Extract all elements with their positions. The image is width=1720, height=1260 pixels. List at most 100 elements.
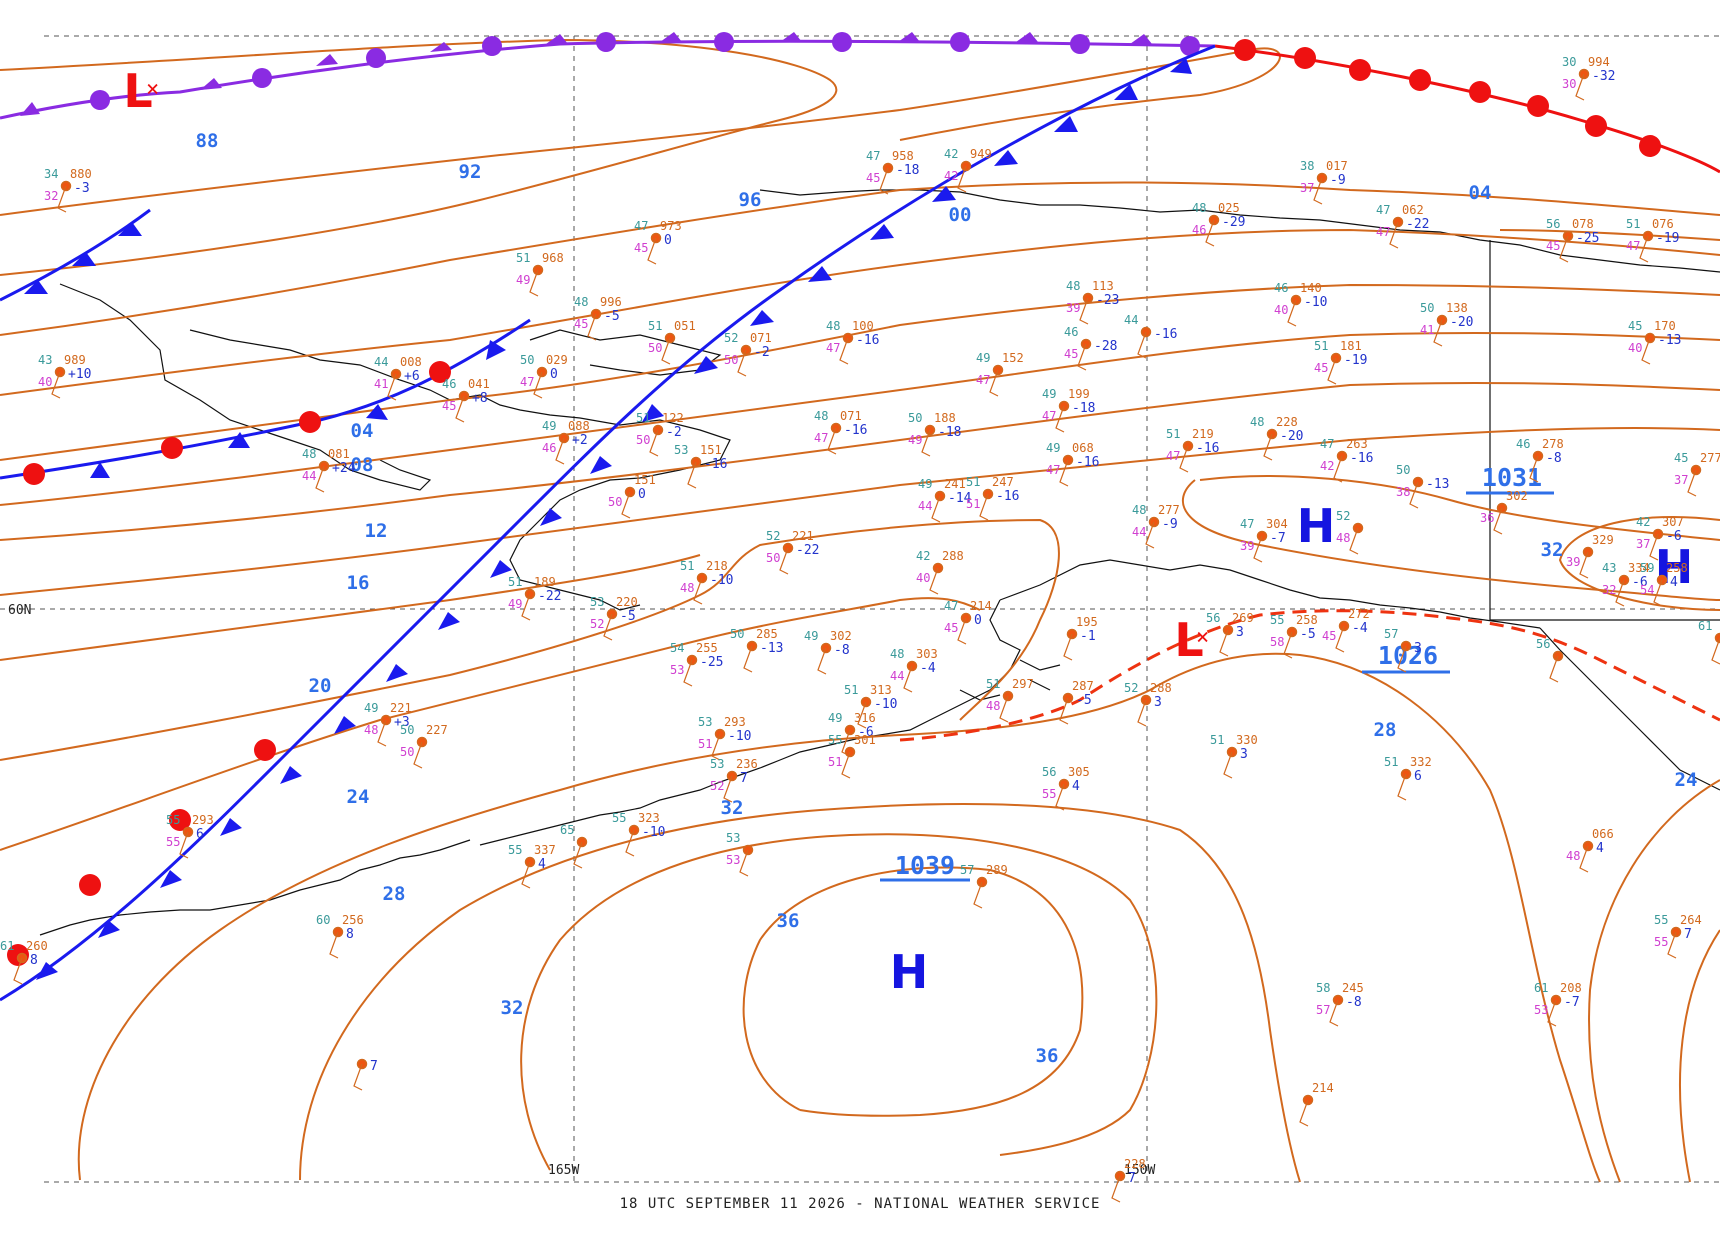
station-pressure: 989 — [64, 353, 86, 367]
station-plot: 51 189 49 -22 — [508, 575, 561, 621]
wind-barb — [957, 165, 967, 193]
station-dewpoint: 42 — [944, 169, 958, 183]
station-pressure-change: 7 — [1684, 927, 1692, 942]
station-pressure: 188 — [934, 411, 956, 425]
lon-label-165w: 165W — [548, 1163, 579, 1178]
station-temperature: 48 — [826, 319, 840, 333]
station-pressure: 263 — [1346, 437, 1368, 451]
station-pressure-change: -14 — [948, 491, 972, 506]
lat-label-60n: 60N — [8, 603, 31, 618]
station-pressure-change: 4 — [538, 857, 546, 872]
station-dewpoint: 45 — [1322, 629, 1336, 643]
station-plot: 47 958 45 -18 — [866, 149, 919, 195]
isobar-label: 20 — [309, 675, 332, 697]
station-pressure: 236 — [736, 757, 758, 771]
station-pressure: 025 — [1218, 201, 1240, 215]
station-temperature: 48 — [574, 295, 588, 309]
station-pressure-change: 7 — [1128, 1171, 1136, 1186]
station-dewpoint: 50 — [636, 433, 650, 447]
station-dewpoint: 41 — [374, 377, 388, 391]
station-plot: 52 48 — [1336, 509, 1364, 555]
station-plot: 50 227 50 — [400, 723, 448, 769]
station-pressure: 122 — [662, 411, 684, 425]
station-temperature: 59 — [1640, 561, 1654, 575]
station-pressure-change: 4 — [1072, 779, 1080, 794]
station-plot: 51 181 45 -19 — [1314, 339, 1367, 385]
station-temperature: 49 — [918, 477, 932, 491]
station-pressure: 258 — [1296, 613, 1318, 627]
station-pressure-change: -4 — [1352, 621, 1368, 636]
isobar-label: 28 — [1374, 719, 1397, 741]
station-temperature: 53 — [710, 757, 724, 771]
station-plot: 42 288 40 — [916, 549, 964, 595]
station-pressure-change: 0 — [550, 367, 558, 382]
wind-barb — [51, 371, 61, 399]
station-temperature: 48 — [1192, 201, 1206, 215]
wind-barb — [647, 237, 657, 265]
station-dewpoint: 47 — [1626, 239, 1640, 253]
isobar-label: 96 — [739, 189, 762, 211]
wind-barb — [1287, 299, 1297, 327]
station-pressure: 219 — [1192, 427, 1214, 441]
station-dewpoint: 45 — [574, 317, 588, 331]
wind-barb — [1145, 521, 1155, 549]
station-plot: 50 188 49 -18 — [908, 411, 961, 457]
station-pressure-change: -8 — [1346, 995, 1362, 1010]
station-pressure: 151 — [634, 473, 656, 487]
station-temperature: 50 — [1396, 463, 1410, 477]
wind-barb — [817, 647, 827, 675]
station-plot: 46 278-8 — [1516, 437, 1564, 483]
station-plot: 302 36 — [1480, 489, 1528, 535]
station-pressure: 081 — [328, 447, 350, 461]
station-temperature: 34 — [44, 167, 58, 181]
wind-barb — [973, 881, 983, 909]
station-pressure-change: -2 — [754, 345, 770, 360]
station-dewpoint: 47 — [1042, 409, 1056, 423]
wind-barb — [533, 371, 543, 399]
wind-barb — [1641, 337, 1651, 365]
wind-barb — [931, 495, 941, 523]
station-temperature: 47 — [634, 219, 648, 233]
station-pressure-change: +2 — [572, 433, 588, 448]
station-plot: 57 289 — [960, 863, 1008, 909]
wind-barb — [1579, 551, 1589, 579]
station-temperature: 50 — [1420, 301, 1434, 315]
lon-label-150w: 150W — [1124, 1163, 1155, 1178]
wind-barb — [711, 733, 721, 761]
wind-barb — [1111, 1175, 1121, 1203]
station-plot: 48 277 44 -9 — [1132, 503, 1180, 549]
station-plot: 55 323-10 — [612, 811, 665, 857]
station-pressure-change: -2 — [666, 425, 682, 440]
station-plot: 48 071 47 -16 — [814, 409, 867, 455]
station-pressure-change: 4 — [1596, 841, 1604, 856]
station-pressure: 973 — [660, 219, 682, 233]
station-plot: 49 316-6 — [828, 711, 876, 757]
trough — [899, 609, 1720, 742]
wind-barb — [879, 167, 889, 195]
station-pressure: 949 — [970, 147, 992, 161]
wind-barb — [1055, 405, 1065, 433]
isobar-label: 16 — [347, 572, 370, 594]
station-pressure: 066 — [1592, 827, 1614, 841]
fronts — [0, 32, 1720, 1002]
wind-barb — [683, 659, 693, 687]
occluded-front-symbols — [20, 32, 1200, 116]
wind-barb — [1409, 481, 1419, 509]
station-pressure: 288 — [1150, 681, 1172, 695]
wind-barb — [1079, 297, 1089, 325]
wind-barb — [1137, 699, 1147, 727]
station-plot: 52 221 50 -22 — [766, 529, 819, 575]
station-pressure-change: -16 — [1350, 451, 1373, 466]
station-dewpoint: 55 — [1042, 787, 1056, 801]
station-dewpoint: 53 — [726, 853, 740, 867]
low-center-marker: × — [146, 77, 159, 102]
station-temperature: 46 — [442, 377, 456, 391]
isobar-label: 32 — [501, 997, 524, 1019]
station-temperature: 43 — [1602, 561, 1616, 575]
station-dewpoint: 55 — [166, 835, 180, 849]
station-temperature: 58 — [1316, 981, 1330, 995]
station-pressure-change: 8 — [346, 927, 354, 942]
station-dewpoint: 30 — [1562, 77, 1576, 91]
